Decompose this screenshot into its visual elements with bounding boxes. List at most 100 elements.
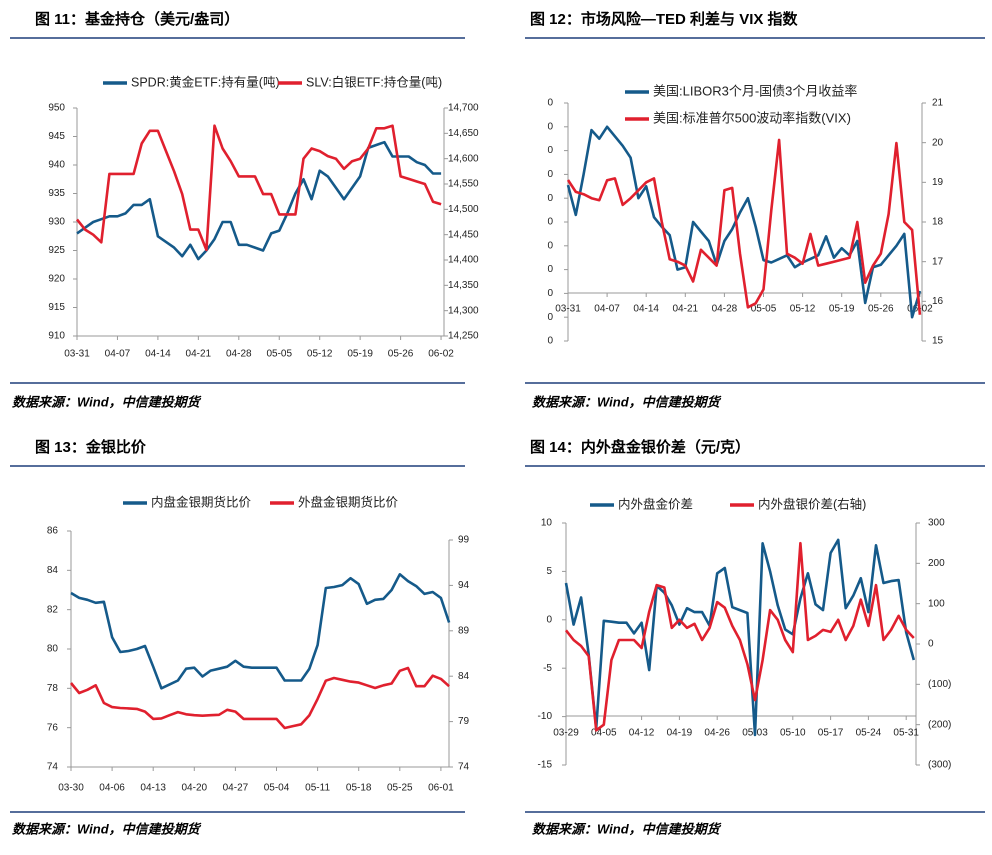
y-tick-label: 935 bbox=[48, 188, 65, 199]
x-tick-label: 05-26 bbox=[868, 304, 894, 315]
y-tick-label: 82 bbox=[47, 604, 59, 615]
y-tick-label: 0 bbox=[547, 217, 553, 228]
y-tick-label: 84 bbox=[47, 565, 59, 576]
x-tick-label: 05-25 bbox=[387, 783, 413, 794]
y-tick-label: 0 bbox=[547, 145, 553, 156]
y2-tick-label: 200 bbox=[928, 558, 945, 569]
y2-tick-label: 19 bbox=[932, 177, 944, 188]
y-tick-label: 0 bbox=[547, 98, 553, 109]
y2-tick-label: 100 bbox=[928, 598, 945, 609]
x-tick-label: 04-07 bbox=[105, 349, 131, 360]
y-tick-label: 5 bbox=[546, 566, 552, 577]
legend-label: 内外盘金价差 bbox=[618, 496, 693, 511]
x-tick-label: 05-31 bbox=[893, 728, 919, 739]
legend-label: 内外盘银价差(右轴) bbox=[758, 496, 866, 511]
x-tick-label: 04-12 bbox=[629, 728, 655, 739]
x-tick-label: 05-24 bbox=[856, 728, 882, 739]
y-tick-label: 0 bbox=[547, 193, 553, 204]
x-tick-label: 04-26 bbox=[704, 728, 730, 739]
x-tick-label: 03-30 bbox=[58, 783, 84, 794]
series-line bbox=[564, 538, 916, 737]
y-tick-label: 930 bbox=[48, 217, 65, 228]
series-line bbox=[564, 541, 915, 732]
y-tick-label: 0 bbox=[547, 240, 553, 251]
series-line bbox=[75, 124, 442, 252]
y-tick-label: 78 bbox=[47, 683, 59, 694]
y-tick-label: 76 bbox=[47, 722, 59, 733]
y-tick-label: 950 bbox=[48, 103, 65, 114]
x-tick-label: 04-06 bbox=[99, 783, 125, 794]
y2-tick-label: 14,700 bbox=[448, 103, 479, 114]
y-tick-label: 74 bbox=[47, 762, 59, 773]
y-tick-label: 86 bbox=[47, 526, 59, 537]
x-tick-label: 05-04 bbox=[264, 783, 290, 794]
x-tick-label: 06-02 bbox=[428, 349, 454, 360]
y-tick-label: 925 bbox=[48, 245, 65, 256]
y2-tick-label: 18 bbox=[932, 217, 944, 228]
x-tick-label: 05-05 bbox=[266, 349, 292, 360]
y-tick-label: 0 bbox=[547, 288, 553, 299]
y2-tick-label: 300 bbox=[928, 518, 945, 529]
y-tick-label: 0 bbox=[547, 336, 553, 347]
y2-tick-label: 0 bbox=[928, 639, 934, 650]
y2-tick-label: 16 bbox=[932, 296, 944, 307]
legend-label: 美国:LIBOR3个月-国债3个月收益率 bbox=[653, 83, 857, 98]
x-tick-label: 05-12 bbox=[307, 349, 333, 360]
y2-tick-label: 17 bbox=[932, 256, 944, 267]
x-tick-label: 03-31 bbox=[555, 304, 581, 315]
x-tick-label: 04-05 bbox=[591, 728, 617, 739]
x-tick-label: 05-11 bbox=[305, 783, 330, 794]
x-tick-label: 04-07 bbox=[594, 304, 620, 315]
x-tick-label: 05-19 bbox=[829, 304, 855, 315]
figure-title: 图 13：金银比价 bbox=[35, 438, 147, 456]
y2-tick-label: 84 bbox=[458, 671, 470, 682]
y-tick-label: 0 bbox=[547, 264, 553, 275]
x-tick-label: 04-13 bbox=[140, 783, 166, 794]
y-tick-label: -10 bbox=[538, 711, 553, 722]
y-tick-label: 920 bbox=[48, 274, 65, 285]
y-tick-label: 0 bbox=[546, 614, 552, 625]
y-tick-label: -5 bbox=[543, 663, 552, 674]
x-tick-label: 04-27 bbox=[223, 783, 249, 794]
y2-tick-label: 14,400 bbox=[448, 255, 479, 266]
series-line bbox=[76, 140, 442, 261]
y2-tick-label: 14,450 bbox=[448, 229, 479, 240]
series-line bbox=[70, 573, 451, 690]
x-tick-label: 04-28 bbox=[712, 304, 738, 315]
x-tick-label: 04-28 bbox=[226, 349, 252, 360]
x-tick-label: 05-19 bbox=[347, 349, 373, 360]
x-tick-label: 04-20 bbox=[182, 783, 208, 794]
y-tick-label: 940 bbox=[48, 160, 65, 171]
series-line bbox=[566, 125, 922, 319]
x-tick-label: 04-14 bbox=[145, 349, 171, 360]
y2-tick-label: 14,300 bbox=[448, 305, 479, 316]
y2-tick-label: (300) bbox=[928, 760, 951, 771]
x-tick-label: 05-10 bbox=[780, 728, 806, 739]
source-note: 数据来源：Wind，中信建投期货 bbox=[532, 394, 722, 409]
legend-label: 内盘金银期货比价 bbox=[151, 494, 252, 509]
legend-label: SLV:白银ETF:持仓量(吨) bbox=[306, 74, 442, 89]
y2-tick-label: 89 bbox=[458, 625, 470, 636]
source-note: 数据来源：Wind，中信建投期货 bbox=[12, 394, 202, 409]
x-tick-label: 04-21 bbox=[673, 304, 699, 315]
x-tick-label: 03-29 bbox=[553, 728, 579, 739]
y2-tick-label: 14,500 bbox=[448, 204, 479, 215]
figure-title: 图 12：市场风险—TED 利差与 VIX 指数 bbox=[530, 10, 799, 28]
y-tick-label: 915 bbox=[48, 302, 65, 313]
x-tick-label: 05-05 bbox=[751, 304, 777, 315]
y2-tick-label: 94 bbox=[458, 580, 470, 591]
x-tick-label: 04-21 bbox=[186, 349, 212, 360]
figure-title: 图 14：内外盘金银价差（元/克） bbox=[530, 438, 750, 456]
y2-tick-label: 14,650 bbox=[448, 128, 479, 139]
y2-tick-label: 20 bbox=[932, 137, 944, 148]
y-tick-label: 0 bbox=[547, 169, 553, 180]
y2-tick-label: 99 bbox=[458, 535, 470, 546]
legend-label: SPDR:黄金ETF:持有量(吨) bbox=[131, 74, 280, 89]
y2-tick-label: (200) bbox=[928, 719, 951, 730]
y2-tick-label: 14,350 bbox=[448, 280, 479, 291]
y2-tick-label: 14,550 bbox=[448, 179, 479, 190]
y2-tick-label: 21 bbox=[932, 98, 944, 109]
x-tick-label: 04-14 bbox=[633, 304, 659, 315]
y2-tick-label: 74 bbox=[458, 762, 470, 773]
